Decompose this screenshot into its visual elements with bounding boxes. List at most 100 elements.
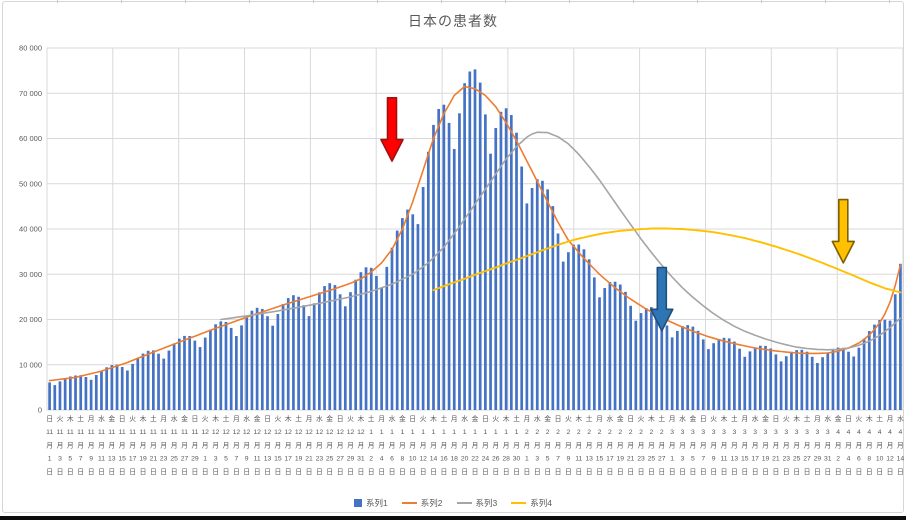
svg-text:日: 日 <box>721 468 728 476</box>
red-down-arrow[interactable] <box>380 97 404 162</box>
svg-text:12: 12 <box>222 429 230 436</box>
svg-text:日: 日 <box>814 468 821 476</box>
svg-text:月: 月 <box>710 441 717 449</box>
svg-text:1: 1 <box>369 429 373 436</box>
svg-text:2: 2 <box>660 429 664 436</box>
svg-text:水: 水 <box>607 414 614 423</box>
svg-text:月: 月 <box>669 441 676 449</box>
svg-text:日: 日 <box>690 468 697 476</box>
svg-text:13: 13 <box>108 456 116 463</box>
legend-marker-line-icon <box>511 501 527 505</box>
svg-text:日: 日 <box>57 468 64 476</box>
svg-text:土: 土 <box>804 414 811 423</box>
svg-text:日: 日 <box>555 415 562 423</box>
svg-text:12: 12 <box>212 429 220 436</box>
svg-text:27: 27 <box>336 456 344 463</box>
legend-item-series1[interactable]: 系列1 <box>354 497 388 509</box>
svg-text:月: 月 <box>243 441 250 449</box>
svg-text:1: 1 <box>432 429 436 436</box>
svg-text:木: 木 <box>648 414 655 423</box>
svg-text:月: 月 <box>856 441 863 449</box>
svg-text:日: 日 <box>617 468 624 476</box>
svg-text:1: 1 <box>401 429 405 436</box>
series-1-bars[interactable] <box>48 69 902 411</box>
svg-text:9: 9 <box>567 456 571 463</box>
svg-text:日: 日 <box>368 468 375 476</box>
legend-item-series4[interactable]: 系列4 <box>511 497 552 509</box>
x-axis-labels[interactable]: 日11月1日火11月3日木11月5日土11月7日月11月9日水11月11日金11… <box>46 414 904 476</box>
svg-text:30 000: 30 000 <box>19 270 42 279</box>
svg-text:木: 木 <box>430 414 437 423</box>
svg-text:80 000: 80 000 <box>19 44 42 53</box>
svg-text:月: 月 <box>741 415 748 423</box>
svg-text:月: 月 <box>441 441 448 449</box>
svg-text:月: 月 <box>67 441 74 449</box>
svg-text:水: 水 <box>243 414 250 423</box>
svg-text:月: 月 <box>524 415 531 423</box>
svg-text:月: 月 <box>46 441 53 449</box>
svg-text:月: 月 <box>814 441 821 449</box>
svg-text:20: 20 <box>461 456 469 463</box>
svg-text:2: 2 <box>525 429 529 436</box>
svg-text:火: 火 <box>347 415 354 423</box>
svg-text:23: 23 <box>316 456 324 463</box>
svg-text:29: 29 <box>814 456 822 463</box>
svg-text:12: 12 <box>357 429 365 436</box>
svg-text:月: 月 <box>347 441 354 449</box>
svg-text:12: 12 <box>326 429 334 436</box>
svg-text:3: 3 <box>535 456 539 463</box>
svg-text:4: 4 <box>888 429 892 436</box>
svg-text:31: 31 <box>824 456 832 463</box>
chart-title[interactable]: 日本の患者数 <box>408 13 498 29</box>
svg-text:月: 月 <box>887 441 894 449</box>
series-2-line[interactable] <box>48 85 902 382</box>
svg-text:1: 1 <box>504 429 508 436</box>
svg-text:1: 1 <box>515 429 519 436</box>
svg-text:22: 22 <box>471 456 479 463</box>
svg-text:3: 3 <box>743 429 747 436</box>
svg-text:月: 月 <box>129 441 136 449</box>
svg-text:3: 3 <box>722 429 726 436</box>
svg-text:火: 火 <box>638 415 645 423</box>
svg-text:24: 24 <box>482 456 490 463</box>
gold-down-arrow[interactable] <box>831 198 856 264</box>
series-3-line[interactable] <box>220 131 902 351</box>
svg-text:土: 土 <box>368 414 375 423</box>
svg-text:11: 11 <box>56 429 63 436</box>
svg-text:金: 金 <box>326 414 333 423</box>
svg-text:18: 18 <box>450 456 458 463</box>
svg-text:14: 14 <box>430 456 438 463</box>
svg-text:土: 土 <box>586 414 593 423</box>
y-axis-labels[interactable]: 0 10 000 20 000 30 000 40 000 50 000 60 000 70 … <box>19 44 42 415</box>
legend-item-series2[interactable]: 系列2 <box>401 497 443 509</box>
svg-text:日: 日 <box>856 468 863 476</box>
legend-item-series3[interactable]: 系列3 <box>456 497 497 509</box>
svg-text:月: 月 <box>202 441 209 449</box>
svg-text:土: 土 <box>658 414 665 423</box>
svg-text:21: 21 <box>772 456 780 463</box>
svg-text:日: 日 <box>575 468 582 476</box>
svg-text:日: 日 <box>887 468 894 476</box>
svg-text:11: 11 <box>77 429 84 436</box>
svg-text:12: 12 <box>419 456 427 463</box>
svg-text:日: 日 <box>773 468 780 476</box>
svg-text:日: 日 <box>638 468 645 476</box>
svg-text:10 000: 10 000 <box>19 360 42 369</box>
svg-text:27: 27 <box>803 456 811 463</box>
svg-text:月: 月 <box>233 441 240 449</box>
svg-text:火: 火 <box>57 415 64 423</box>
svg-text:日: 日 <box>243 468 250 476</box>
series-4-line[interactable] <box>432 227 902 294</box>
svg-text:日: 日 <box>295 468 302 476</box>
svg-text:月: 月 <box>181 441 188 449</box>
svg-text:12: 12 <box>886 456 894 463</box>
svg-text:日: 日 <box>845 415 852 423</box>
svg-text:月: 月 <box>627 441 634 449</box>
svg-text:16: 16 <box>440 456 448 463</box>
blue-down-arrow[interactable] <box>649 266 674 332</box>
svg-text:2: 2 <box>556 429 560 436</box>
svg-text:日: 日 <box>503 468 510 476</box>
svg-text:11: 11 <box>150 429 157 436</box>
svg-text:19: 19 <box>139 456 147 463</box>
svg-text:月: 月 <box>731 441 738 449</box>
